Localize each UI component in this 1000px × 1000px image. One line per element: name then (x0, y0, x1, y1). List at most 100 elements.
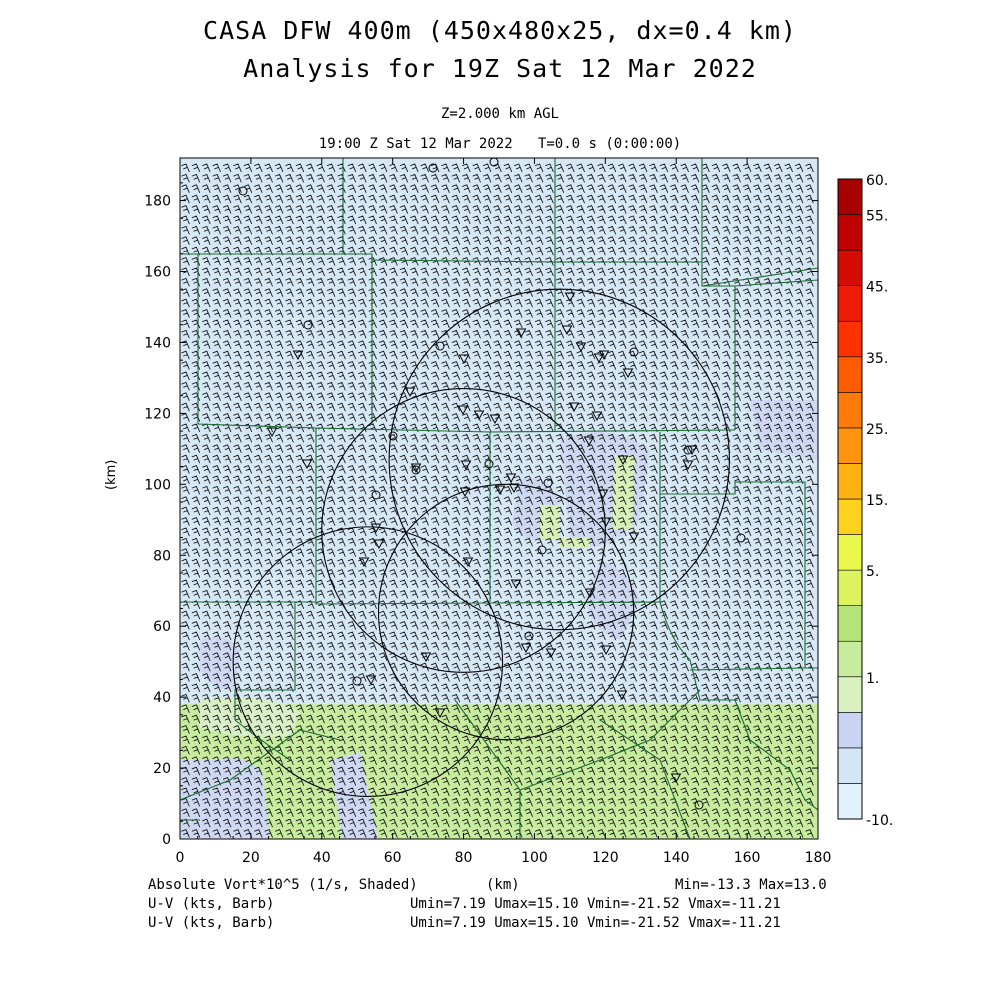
colorbar-swatch (837, 249, 863, 286)
site-triangle (561, 325, 573, 336)
y-tick-label: 120 (144, 406, 171, 422)
colorbar-label: 35. (866, 351, 888, 367)
site-triangle (373, 539, 385, 550)
county-boundaries (180, 158, 818, 839)
colorbar-label: 60. (866, 173, 888, 189)
site-circle (352, 676, 362, 686)
y-tick-label: 180 (144, 194, 171, 210)
site-triangle (616, 690, 628, 701)
field-patch (560, 538, 590, 548)
colorbar-label: 45. (866, 280, 888, 296)
county-line (234, 602, 296, 720)
site-triangle (622, 368, 634, 379)
field-pocket (180, 758, 270, 839)
radar-ring (321, 387, 606, 673)
county-line (659, 432, 806, 668)
y-tick-label: 60 (153, 619, 171, 635)
county-line (180, 729, 341, 801)
colorbar-label: 25. (866, 422, 888, 438)
site-triangle (593, 353, 605, 364)
site-circle (537, 545, 547, 555)
site-triangle (462, 557, 474, 568)
x-axis-label: (km) (486, 877, 520, 893)
radar-ring (388, 288, 730, 631)
y-tick-label: 140 (144, 335, 171, 351)
county-line (180, 601, 661, 605)
county-line (489, 429, 736, 433)
site-triangle (358, 557, 370, 568)
site-circle (303, 320, 313, 330)
colorbar-label: 5. (866, 564, 879, 580)
colorbar-swatch (837, 320, 863, 358)
site-circle (524, 631, 534, 641)
radar-range-rings (232, 288, 730, 797)
colorbar-swatch (837, 214, 863, 251)
x-tick-label: 40 (313, 850, 331, 866)
field-minmax: Min=-13.3 Max=13.0 (675, 877, 827, 893)
site-triangle (597, 489, 609, 500)
colorbar: 60. 55. 45. 35. 25. 15. 5. 1. -10. (837, 173, 893, 829)
radar-ring (377, 483, 635, 741)
county-line (659, 601, 738, 701)
site-triangle (583, 436, 595, 447)
colorbar-swatch (837, 640, 863, 678)
site-triangle (301, 459, 313, 470)
x-tick-label: 160 (734, 850, 761, 866)
colorbar-swatch (837, 676, 863, 713)
county-line (701, 267, 818, 287)
site-circle (683, 445, 693, 455)
y-tick-label: 100 (144, 477, 171, 493)
colorbar-label: 1. (866, 671, 879, 687)
colorbar-label: 15. (866, 493, 888, 509)
site-circle (484, 459, 494, 469)
site-triangle (420, 652, 432, 663)
site-triangle (575, 342, 587, 353)
y-tick-label: 160 (144, 265, 171, 281)
county-line (734, 279, 818, 287)
barb-stats-1: Umin=7.19 Umax=15.10 Vmin=-21.52 Vmax=-1… (410, 896, 781, 912)
site-triangle (510, 579, 522, 590)
site-triangle (545, 648, 557, 659)
field-patch (585, 560, 640, 640)
site-triangle (670, 773, 682, 784)
site-triangle (591, 411, 603, 422)
site-triangle (370, 523, 382, 534)
colorbar-frame (837, 178, 863, 820)
county-line (599, 719, 691, 839)
site-triangle (600, 645, 612, 656)
chart-subtitle: Analysis for 19Z Sat 12 Mar 2022 (243, 54, 757, 83)
radar-ring (232, 526, 504, 797)
site-triangle (410, 463, 422, 474)
plot-frame (179, 157, 819, 840)
site-triangle (508, 483, 520, 494)
site-triangle (568, 402, 580, 413)
county-line (234, 719, 291, 761)
county-line (197, 254, 317, 602)
colorbar-swatch (837, 569, 863, 606)
site-triangle (489, 414, 501, 425)
site-triangle (628, 532, 640, 543)
barb-stats-2: Umin=7.19 Umax=15.10 Vmin=-21.52 Vmax=-1… (410, 915, 781, 931)
site-circle (371, 490, 381, 500)
site-circle (428, 163, 438, 173)
field-label: Absolute Vort*10^5 (1/s, Shaded) (148, 877, 418, 893)
colorbar-swatch (837, 178, 863, 215)
site-circle (435, 341, 445, 351)
site-triangle (473, 410, 485, 421)
y-tick-label: 20 (153, 761, 171, 777)
colorbar-swatch (837, 463, 863, 500)
site-triangle (459, 487, 471, 498)
site-triangle (404, 387, 416, 398)
x-tick-label: 0 (176, 850, 185, 866)
site-triangle (598, 350, 610, 361)
chart-title: CASA DFW 400m (450x480x25, dx=0.4 km) (203, 16, 797, 45)
colorbar-swatch (837, 427, 863, 464)
y-axis-label: (km) (104, 459, 119, 490)
site-triangle (266, 427, 278, 438)
x-tick-label: 140 (663, 850, 690, 866)
site-triangle (494, 485, 506, 496)
site-triangle (365, 675, 377, 686)
x-tick-label: 20 (242, 850, 260, 866)
county-line (454, 699, 521, 839)
